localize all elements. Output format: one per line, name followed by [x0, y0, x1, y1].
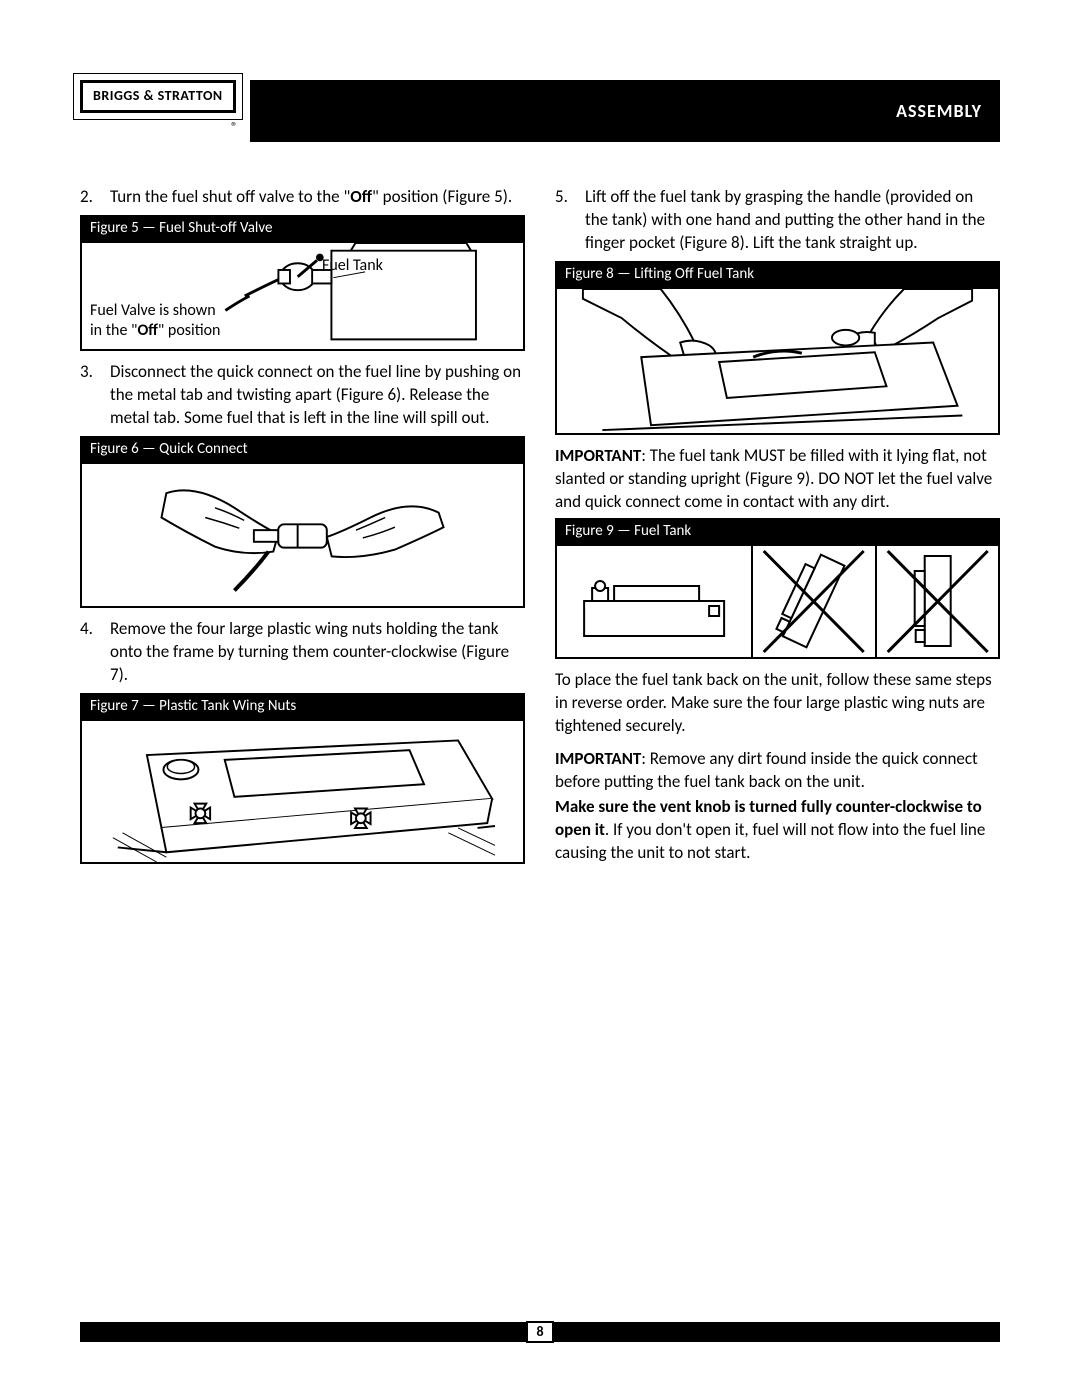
figure-6-caption: Figure 6 — Quick Connect — [80, 436, 525, 462]
left-column: 2. Turn the fuel shut off valve to the "… — [80, 182, 525, 865]
page-header: BRIGGS & STRATTON ® ASSEMBLY — [80, 80, 1000, 142]
brand-logo-text: BRIGGS & STRATTON — [80, 80, 236, 113]
step-text: Remove the four large plastic wing nuts … — [110, 618, 525, 687]
step-number: 4. — [80, 618, 110, 687]
step-number: 5. — [555, 186, 585, 255]
figure-7-illustration — [82, 721, 523, 862]
step-3: 3. Disconnect the quick connect on the f… — [80, 361, 525, 430]
step-5: 5. Lift off the fuel tank by grasping th… — [555, 186, 1000, 255]
manual-page: BRIGGS & STRATTON ® ASSEMBLY 2. Turn the… — [0, 0, 1080, 1397]
figure-6-illustration — [82, 464, 523, 606]
section-title-bar: ASSEMBLY — [250, 80, 1000, 142]
figure-9-slanted-illustration — [753, 546, 874, 657]
figure-9-panel-slanted — [753, 546, 876, 657]
step-2: 2. Turn the fuel shut off valve to the "… — [80, 186, 525, 209]
figure-8-illustration — [557, 289, 998, 433]
step-number: 3. — [80, 361, 110, 430]
figure-9-panel-upright — [877, 546, 998, 657]
step-text: Turn the fuel shut off valve to the "Off… — [110, 186, 525, 209]
registered-mark: ® — [231, 119, 238, 137]
important-note-1: IMPORTANT: The fuel tank MUST be filled … — [555, 445, 1000, 514]
page-number: 8 — [526, 1321, 553, 1343]
figure-9-panel-flat — [557, 546, 753, 657]
brand-logo: BRIGGS & STRATTON ® — [80, 80, 236, 113]
figure-5-tank-label: Fuel Tank — [322, 255, 383, 277]
figure-6 — [80, 462, 525, 608]
figure-9-upright-illustration — [877, 546, 998, 657]
section-title: ASSEMBLY — [896, 99, 982, 123]
figure-5: Fuel Tank Fuel Valve is shown in the "Of… — [80, 241, 525, 351]
figure-9-flat-illustration — [557, 546, 751, 657]
content-columns: 2. Turn the fuel shut off valve to the "… — [80, 182, 1000, 865]
vent-knob-paragraph: Make sure the vent knob is turned fully … — [555, 796, 1000, 865]
important-note-2: IMPORTANT: Remove any dirt found inside … — [555, 748, 1000, 794]
step-text: Lift off the fuel tank by grasping the h… — [585, 186, 1000, 255]
figure-5-caption: Figure 5 — Fuel Shut-off Valve — [80, 215, 525, 241]
figure-9-caption: Figure 9 — Fuel Tank — [555, 518, 1000, 544]
figure-8-caption: Figure 8 — Lifting Off Fuel Tank — [555, 261, 1000, 287]
figure-7 — [80, 719, 525, 864]
step-text: Disconnect the quick connect on the fuel… — [110, 361, 525, 430]
page-footer: 8 — [80, 1322, 1000, 1342]
figure-9 — [555, 544, 1000, 659]
right-column: 5. Lift off the fuel tank by grasping th… — [555, 182, 1000, 865]
step-4: 4. Remove the four large plastic wing nu… — [80, 618, 525, 687]
reverse-order-paragraph: To place the fuel tank back on the unit,… — [555, 669, 1000, 738]
step-number: 2. — [80, 186, 110, 209]
figure-5-valve-label: Fuel Valve is shown in the "Off" positio… — [90, 301, 220, 341]
figure-7-caption: Figure 7 — Plastic Tank Wing Nuts — [80, 693, 525, 719]
figure-8 — [555, 287, 1000, 435]
